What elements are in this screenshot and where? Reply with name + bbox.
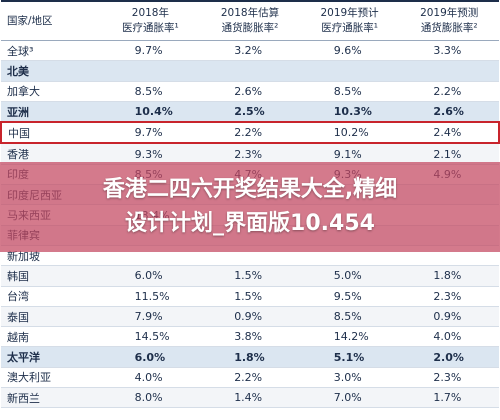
region-cell: 北美 [1, 60, 101, 82]
value-cell: 2.2% [200, 121, 300, 145]
header-year: 2018年估算 [220, 7, 280, 19]
column-header: 2018年医疗通胀率¹ [100, 0, 201, 41]
value-cell: 4.0% [100, 367, 201, 389]
value-cell [100, 60, 201, 82]
value-cell: 9.6% [299, 40, 400, 62]
overlay-banner: 香港二四六开奖结果大全,精细 设计计划_界面版10.454 [0, 162, 500, 252]
value-cell: 1.8% [399, 265, 499, 287]
column-header: 2019年预测 通货膨胀率² [399, 0, 499, 41]
table-row: 加拿大 8.5% 2.6% 8.5% 2.2% [1, 81, 499, 102]
value-cell: 10.4% [100, 101, 201, 123]
value-cell: 14.5% [100, 326, 201, 348]
table-row: 新西兰 8.0% 1.4% 7.0% 1.7% [1, 387, 499, 409]
value-cell: 9.1% [299, 143, 400, 165]
value-cell [299, 60, 400, 82]
value-cell: 1.8% [200, 346, 300, 368]
value-cell: 10.3% [299, 101, 400, 123]
table-row: 太平洋 6.0% 1.8% 5.1% 2.0% [1, 346, 499, 368]
value-cell: 2.2% [200, 367, 300, 389]
value-cell: 3.3% [399, 40, 499, 62]
table-row: 越南 14.5% 3.8% 14.2% 4.0% [1, 326, 499, 348]
region-cell: 泰国 [1, 306, 101, 328]
value-cell: 8.5% [100, 81, 201, 102]
header-row: 国家/地区 2018年 医疗通胀率¹ 2018年估算 通货膨胀率² 2019年预计 医疗通胀… [1, 0, 499, 41]
value-cell: 7.9% [100, 306, 201, 328]
header-label: 通货膨胀率² [420, 22, 478, 34]
column-header: 2019年预计 医疗通胀率¹ [299, 0, 400, 41]
value-cell: 2.2% [399, 81, 499, 102]
value-cell: 6.0% [100, 265, 201, 287]
value-cell: 0.9% [200, 306, 300, 328]
table-row: 北美 [1, 60, 499, 82]
value-cell [200, 60, 300, 82]
table-row: 澳大利亚 4.0% 2.2% 3.0% 2.3% [1, 367, 499, 389]
value-cell: 1.4% [200, 387, 300, 409]
region-cell: 韩国 [1, 265, 101, 287]
region-cell: 台湾 [1, 286, 101, 307]
value-cell: 9.3% [100, 143, 201, 165]
region-cell: 越南 [1, 326, 101, 348]
value-cell: 2.3% [399, 286, 499, 307]
header-year: 2019年预计 [320, 7, 379, 19]
value-cell: 3.8% [200, 326, 300, 348]
table-row: 香港 9.3% 2.3% 9.1% 2.1% [1, 143, 499, 165]
region-cell: 太平洋 [1, 346, 101, 368]
value-cell: 2.3% [399, 367, 499, 389]
region-cell: 香港 [1, 143, 101, 165]
value-cell: 2.6% [200, 81, 300, 102]
value-cell: 7.0% [299, 387, 400, 409]
column-header: 2018年估算 通货膨胀率² [200, 0, 300, 41]
value-cell: 2.3% [200, 143, 300, 165]
region-cell: 新西兰 [1, 387, 101, 409]
value-cell: 5.0% [299, 265, 400, 287]
table-row: 中国 9.7% 2.2% 10.2% 2.4% [0, 121, 500, 145]
header-label: 医疗通胀率¹ [122, 22, 179, 34]
value-cell: 11.5% [100, 286, 201, 307]
region-cell: 亚洲 [1, 101, 101, 123]
value-cell: 8.0% [100, 387, 201, 409]
value-cell: 1.7% [399, 387, 499, 409]
region-cell: 中国 [0, 121, 101, 145]
value-cell: 1.5% [200, 265, 300, 287]
table-row: 亚洲 10.4% 2.5% 10.3% 2.6% [1, 101, 499, 123]
header-label: 通货膨胀率² [221, 22, 279, 34]
header-year: 2018年 [131, 7, 169, 19]
header-label: 医疗通胀率¹ [321, 22, 378, 34]
region-cell: 全球³ [1, 40, 101, 62]
value-cell: 8.5% [299, 81, 400, 102]
value-cell: 1.5% [200, 286, 300, 307]
table-row: 全球³ 9.7% 3.2% 9.6% 3.3% [1, 40, 499, 62]
header-year: 2019年预测 [420, 7, 479, 19]
table-row: 泰国 7.9% 0.9% 8.5% 0.9% [1, 306, 499, 328]
value-cell: 2.1% [399, 143, 499, 165]
value-cell: 6.0% [100, 346, 201, 368]
value-cell: 10.2% [299, 121, 400, 145]
value-cell [399, 60, 499, 82]
region-cell: 加拿大 [1, 81, 101, 102]
value-cell: 9.7% [100, 40, 201, 62]
value-cell: 2.6% [399, 101, 499, 123]
value-cell: 0.9% [399, 306, 499, 328]
banner-line: 香港二四六开奖结果大全,精细 [102, 177, 398, 202]
value-cell: 2.5% [200, 101, 300, 123]
value-cell: 8.5% [299, 306, 400, 328]
header-label: 国家/地区 [7, 14, 53, 27]
value-cell: 4.0% [399, 326, 499, 348]
region-cell: 澳大利亚 [1, 367, 101, 389]
value-cell: 2.0% [399, 346, 499, 368]
table-row: 台湾 11.5% 1.5% 9.5% 2.3% [1, 286, 499, 307]
value-cell: 3.0% [299, 367, 400, 389]
value-cell: 3.2% [200, 40, 300, 62]
value-cell: 9.5% [299, 286, 400, 307]
column-header: 国家/地区 [1, 0, 101, 41]
value-cell: 2.4% [399, 121, 500, 145]
value-cell: 14.2% [299, 326, 400, 348]
value-cell: 9.7% [100, 121, 201, 145]
banner-line: 设计计划_界面版10.454 [125, 211, 375, 236]
table-row: 韩国 6.0% 1.5% 5.0% 1.8% [1, 265, 499, 287]
value-cell: 5.1% [299, 346, 400, 368]
